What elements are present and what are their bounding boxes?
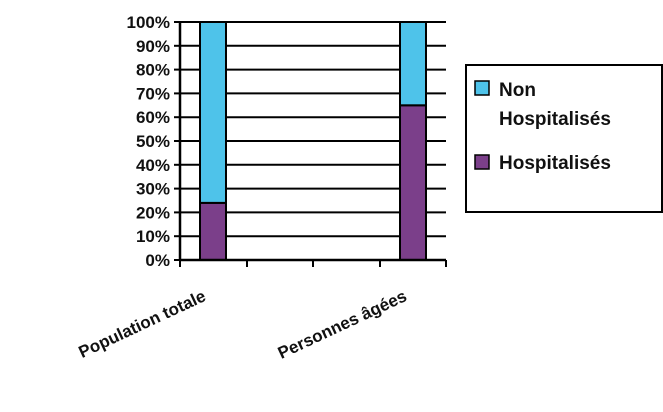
legend-box — [465, 64, 663, 213]
y-tick-label: 0% — [145, 251, 170, 270]
y-tick-label: 80% — [136, 61, 170, 80]
legend-swatch — [474, 80, 490, 96]
category-labels: Population totale Personnes âgées — [76, 286, 410, 362]
y-tick-label: 20% — [136, 203, 170, 222]
y-tick-label: 70% — [136, 84, 170, 103]
y-tick-label: 40% — [136, 156, 170, 175]
category-label: Population totale — [76, 286, 209, 361]
bar-segment — [199, 201, 227, 262]
legend-label: Hospitalisés — [499, 153, 611, 174]
y-tick-label: 60% — [136, 108, 170, 127]
bar-segment — [399, 21, 427, 107]
bar-segment — [399, 104, 427, 261]
legend: Non Hospitalisés Hospitalisés — [465, 64, 663, 213]
y-tick-label: 50% — [136, 132, 170, 151]
legend-label: Hospitalisés — [499, 109, 611, 130]
axes — [174, 21, 447, 267]
legend-label: Non — [499, 80, 536, 101]
category-label: Personnes âgées — [275, 286, 410, 362]
y-tick-label: 10% — [136, 227, 170, 246]
legend-swatch — [474, 154, 490, 170]
y-tick-label: 30% — [136, 180, 170, 199]
y-tick-labels: 0% 10% 20% 30% 40% 50% 60% 70% 80% 90% 100% — [127, 13, 170, 270]
y-tick-label: 100% — [127, 13, 170, 32]
bar-segment — [199, 21, 227, 204]
y-tick-label: 90% — [136, 37, 170, 56]
